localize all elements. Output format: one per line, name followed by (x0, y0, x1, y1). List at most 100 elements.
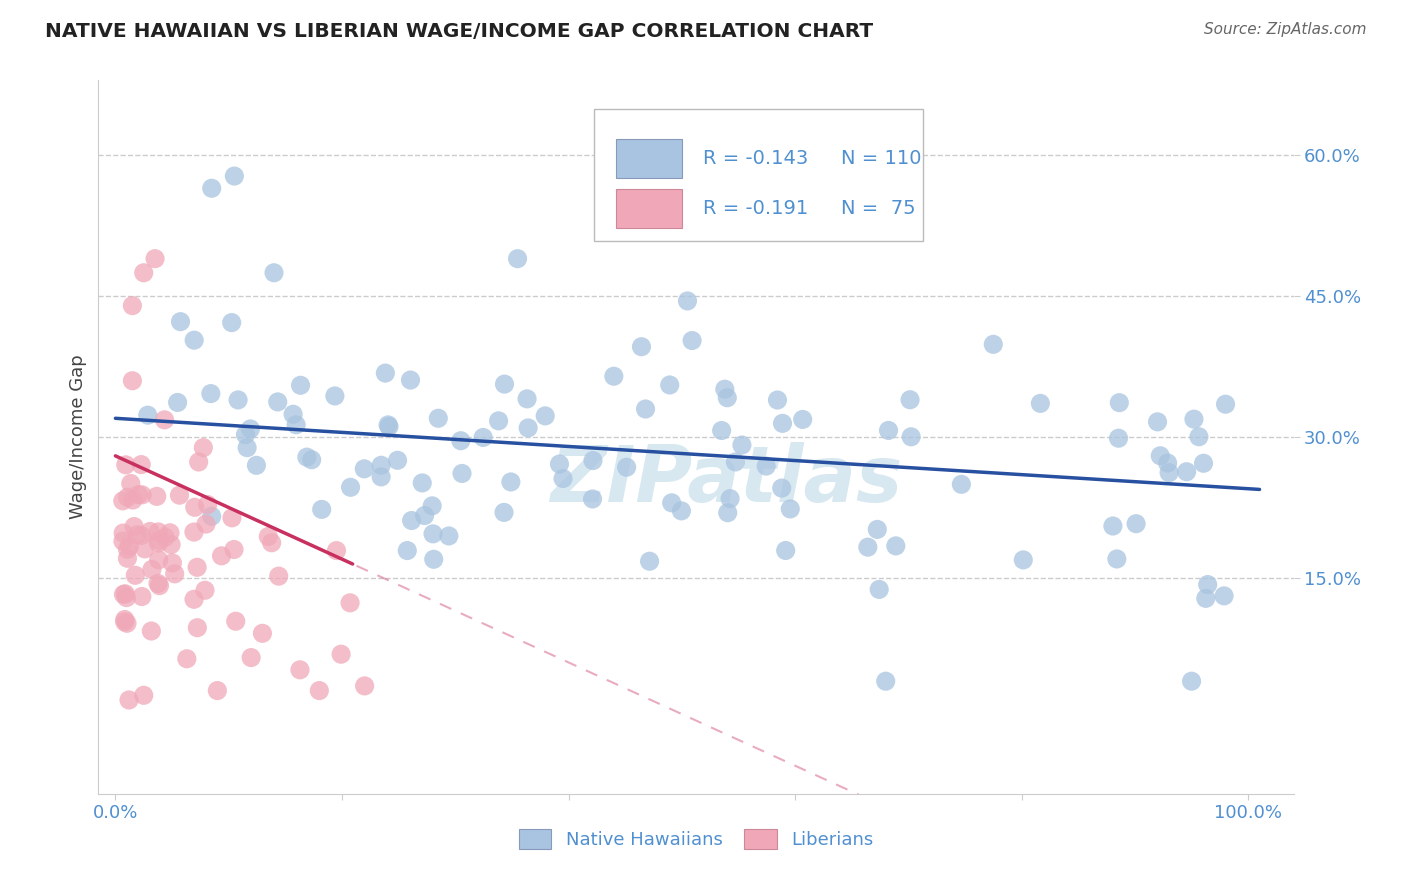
Point (422, 552, 444, 566)
Point (221, 511, 243, 525)
Point (169, 315, 191, 329)
Point (117, 490, 139, 504)
Point (1125, 516, 1147, 531)
FancyBboxPatch shape (595, 109, 922, 241)
Point (866, 522, 889, 536)
Point (353, 462, 375, 476)
Point (263, 266, 285, 280)
Point (387, 453, 409, 467)
Point (717, 506, 740, 520)
Point (112, 587, 135, 601)
Point (127, 528, 149, 542)
Point (122, 493, 145, 508)
Point (132, 688, 155, 702)
Point (1149, 449, 1171, 463)
Point (160, 537, 183, 551)
Point (884, 539, 907, 553)
Point (132, 266, 155, 280)
Point (131, 528, 153, 542)
Point (1175, 465, 1198, 479)
Point (856, 540, 879, 554)
Point (616, 460, 638, 475)
Point (494, 377, 516, 392)
Point (239, 422, 262, 436)
Point (413, 508, 436, 523)
Point (755, 458, 778, 473)
Point (114, 458, 136, 472)
Point (1105, 552, 1128, 566)
Point (139, 524, 162, 539)
Point (401, 514, 423, 528)
Point (634, 402, 657, 417)
Point (285, 417, 308, 432)
Point (779, 502, 801, 516)
Point (308, 683, 330, 698)
Point (661, 496, 683, 510)
Point (1195, 591, 1218, 606)
Point (183, 592, 205, 607)
Point (114, 613, 136, 627)
Point (1159, 466, 1181, 480)
Point (288, 663, 311, 677)
Point (1146, 415, 1168, 429)
Point (450, 434, 472, 448)
Point (169, 488, 191, 502)
Point (411, 475, 433, 490)
Point (183, 524, 205, 539)
Text: NATIVE HAWAIIAN VS LIBERIAN WAGE/INCOME GAP CORRELATION CHART: NATIVE HAWAIIAN VS LIBERIAN WAGE/INCOME … (45, 22, 873, 41)
Point (124, 568, 146, 582)
Point (148, 579, 170, 593)
Point (1102, 519, 1125, 533)
Point (118, 693, 141, 707)
Point (153, 413, 176, 427)
Point (117, 542, 139, 557)
Point (141, 562, 163, 576)
Point (898, 392, 921, 407)
Point (267, 395, 290, 409)
Point (240, 650, 263, 665)
Point (766, 392, 789, 407)
Point (148, 524, 170, 539)
Point (1192, 456, 1215, 470)
Point (1182, 412, 1205, 426)
FancyBboxPatch shape (616, 189, 682, 228)
Text: ZIPatlas: ZIPatlas (550, 442, 903, 518)
Point (148, 533, 170, 548)
Point (121, 299, 143, 313)
Point (148, 536, 170, 550)
Point (260, 535, 283, 549)
Point (166, 395, 188, 409)
Point (1029, 396, 1052, 410)
Point (176, 652, 198, 666)
Point (374, 366, 396, 380)
Point (235, 427, 257, 442)
Point (211, 549, 233, 563)
Point (437, 529, 460, 543)
Point (194, 583, 217, 598)
Text: R = -0.143: R = -0.143 (703, 149, 808, 169)
Point (792, 412, 814, 426)
Point (582, 453, 605, 467)
Point (184, 500, 207, 515)
Point (245, 458, 267, 473)
Legend: Native Hawaiians, Liberians: Native Hawaiians, Liberians (512, 822, 880, 856)
Point (257, 529, 280, 543)
Point (731, 438, 754, 452)
Point (114, 615, 136, 629)
Point (131, 590, 153, 604)
Point (143, 252, 166, 266)
Point (115, 591, 138, 605)
Point (186, 560, 208, 574)
Point (224, 169, 246, 183)
Point (221, 316, 243, 330)
Point (676, 293, 699, 308)
Point (1108, 395, 1130, 409)
Point (187, 455, 209, 469)
Point (114, 587, 136, 601)
Point (427, 411, 450, 425)
Point (129, 458, 152, 472)
Point (714, 382, 737, 396)
Point (488, 414, 510, 428)
Point (1012, 553, 1035, 567)
Point (775, 543, 797, 558)
